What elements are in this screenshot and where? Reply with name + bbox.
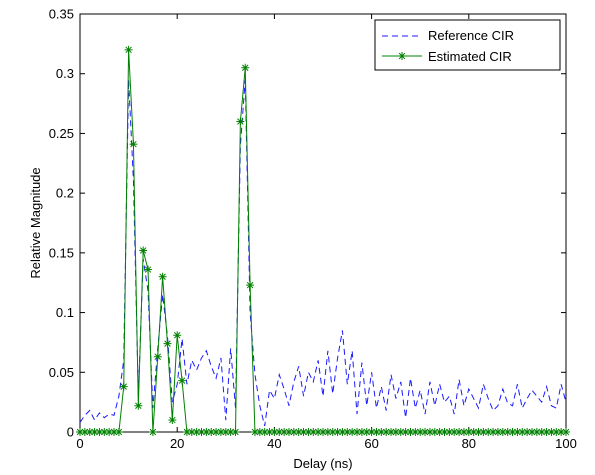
y-tick-label: 0 bbox=[67, 425, 74, 440]
estimated-cir-point bbox=[226, 428, 235, 436]
x-tick-label: 20 bbox=[170, 436, 184, 451]
estimated-cir-point bbox=[119, 382, 128, 391]
estimated-cir-point bbox=[416, 428, 425, 436]
estimated-cir-point bbox=[299, 428, 308, 436]
estimated-cir-point bbox=[333, 428, 342, 436]
legend-box bbox=[374, 19, 561, 71]
legend: Reference CIR Estimated CIR bbox=[374, 19, 561, 71]
estimated-cir-point bbox=[464, 428, 473, 436]
reference-cir-line bbox=[79, 79, 567, 427]
x-tick-label: 100 bbox=[555, 436, 577, 451]
estimated-cir-point bbox=[479, 428, 488, 436]
estimated-cir-point bbox=[260, 428, 269, 436]
legend-asterisk bbox=[398, 52, 406, 60]
estimated-cir-point bbox=[100, 428, 109, 436]
estimated-cir-point bbox=[280, 428, 289, 436]
estimated-cir-point bbox=[236, 117, 245, 126]
estimated-cir-point bbox=[158, 272, 167, 281]
y-tick-label: 0.25 bbox=[49, 126, 74, 141]
y-tick-label: 0.3 bbox=[56, 66, 74, 81]
estimated-cir-point bbox=[323, 428, 332, 436]
estimated-cir-point bbox=[284, 428, 293, 436]
estimated-cir-point bbox=[562, 428, 570, 436]
estimated-cir-point bbox=[202, 428, 211, 436]
estimated-cir-point bbox=[124, 45, 133, 54]
estimated-cir-point bbox=[182, 428, 191, 436]
x-tick-label: 0 bbox=[76, 436, 83, 451]
y-axis-ticks: 0 0.05 0.1 0.15 0.2 0.25 0.3 0.35 bbox=[49, 7, 566, 440]
estimated-cir-point bbox=[153, 352, 162, 361]
estimated-cir-point bbox=[377, 428, 386, 436]
estimated-cir-point bbox=[508, 428, 517, 436]
legend-label-reference: Reference CIR bbox=[428, 28, 514, 43]
x-tick-label: 60 bbox=[364, 436, 378, 451]
y-tick-label: 0.05 bbox=[49, 365, 74, 380]
estimated-cir-point bbox=[139, 246, 148, 255]
estimated-cir-point bbox=[421, 428, 430, 436]
estimated-cir-point bbox=[114, 428, 123, 436]
estimated-cir-point bbox=[163, 339, 172, 348]
estimated-cir-point bbox=[382, 428, 391, 436]
estimated-cir-point bbox=[148, 428, 157, 436]
estimated-cir-point bbox=[328, 428, 337, 436]
y-tick-label: 0.2 bbox=[56, 186, 74, 201]
estimated-cir-point bbox=[241, 63, 250, 72]
estimated-cir-point bbox=[168, 416, 177, 425]
estimated-cir-point bbox=[129, 140, 138, 149]
estimated-cir-point bbox=[76, 428, 84, 436]
y-tick-label: 0.35 bbox=[49, 7, 74, 22]
y-tick-label: 0.15 bbox=[49, 245, 74, 260]
estimated-cir-point bbox=[304, 428, 313, 436]
estimated-cir-point bbox=[144, 265, 153, 274]
y-axis-label: Relative Magnitude bbox=[28, 167, 43, 278]
estimated-cir-point bbox=[362, 428, 371, 436]
estimated-cir-point bbox=[173, 331, 182, 340]
estimated-cir-point bbox=[246, 281, 255, 290]
y-tick-label: 0.1 bbox=[56, 305, 74, 320]
estimated-cir-point bbox=[178, 376, 187, 385]
estimated-cir-point bbox=[231, 428, 240, 436]
estimated-cir-point bbox=[110, 428, 119, 436]
estimated-cir-point bbox=[187, 428, 196, 436]
estimated-cir-point bbox=[440, 428, 449, 436]
x-tick-label: 80 bbox=[462, 436, 476, 451]
series-layer bbox=[76, 45, 570, 436]
estimated-cir-point bbox=[134, 401, 143, 410]
x-axis-ticks: 0 20 40 60 80 100 bbox=[76, 14, 577, 451]
plot-area bbox=[79, 13, 567, 433]
estimated-cir-point bbox=[294, 428, 303, 436]
legend-marker-estimated bbox=[398, 52, 406, 60]
x-axis-label: Delay (ns) bbox=[293, 456, 352, 471]
estimated-cir-point bbox=[207, 428, 216, 436]
legend-label-estimated: Estimated CIR bbox=[428, 49, 512, 64]
estimated-cir-point bbox=[542, 428, 551, 436]
x-tick-label: 40 bbox=[267, 436, 281, 451]
estimated-cir-point bbox=[85, 428, 94, 436]
estimated-cir-point bbox=[289, 428, 298, 436]
estimated-cir-point bbox=[523, 428, 532, 436]
